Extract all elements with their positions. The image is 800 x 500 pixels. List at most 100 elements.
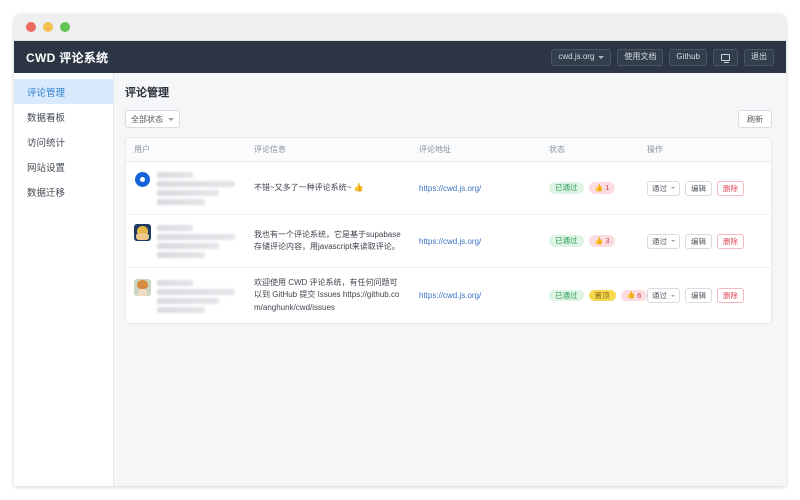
redacted-email — [157, 288, 235, 295]
sidebar-item-comments[interactable]: 评论管理 — [14, 79, 113, 104]
redacted-meta — [157, 297, 219, 304]
navbar-actions: cwd.js.org 使用文档 Github 退出 — [551, 48, 774, 66]
sidebar-item-dashboard[interactable]: 数据看板 — [27, 112, 66, 124]
redacted-meta — [157, 190, 219, 196]
site-select[interactable]: cwd.js.org — [551, 48, 612, 66]
redacted-ip — [157, 306, 205, 313]
cell-actions: 通过 编辑 删除 — [639, 214, 771, 268]
user-cell — [134, 171, 238, 205]
close-window-button[interactable] — [26, 22, 36, 32]
sidebar-item-site-settings[interactable]: 网站设置 — [27, 162, 66, 174]
cell-comment: 欢迎使用 CWD 评论系统，有任何问题可以到 GitHub 提交 Issues … — [246, 268, 411, 324]
thumbs-up-icon: 👍 — [594, 237, 604, 245]
minimize-window-button[interactable] — [43, 22, 53, 32]
github-button[interactable]: Github — [669, 48, 707, 66]
thumbs-up-icon: 👍 — [626, 292, 636, 300]
redacted-name — [157, 225, 193, 231]
approve-status-value: 通过 — [652, 183, 667, 193]
window-titlebar — [14, 14, 786, 41]
status-filter-select[interactable]: 全部状态 — [125, 110, 180, 128]
redacted-ip — [157, 252, 205, 258]
comment-text: 不错~又多了一种评论系统~ 👍 — [254, 182, 364, 192]
likes-count: 6 — [637, 290, 642, 300]
redacted-email — [157, 181, 235, 187]
redacted-email — [157, 234, 235, 240]
column-header-url: 评论地址 — [411, 138, 541, 162]
display-mode-button[interactable] — [713, 48, 738, 66]
redacted-ip — [157, 199, 205, 205]
app-navbar: CWD 评论系统 cwd.js.org 使用文档 Github 退出 — [14, 41, 786, 73]
cell-user — [126, 161, 246, 215]
status-filter-value: 全部状态 — [131, 114, 163, 124]
delete-button[interactable]: 删除 — [717, 233, 744, 249]
site-select-value: cwd.js.org — [558, 52, 595, 61]
cell-url: https://cwd.js.org/ — [411, 214, 541, 268]
avatar — [134, 171, 151, 188]
column-header-status: 状态 — [541, 138, 639, 162]
table-row: 我也有一个评论系统，它是基于supabase存储评论内容，用javascript… — [126, 214, 771, 268]
cell-user — [126, 268, 246, 324]
sidebar-item-visits[interactable]: 访问统计 — [27, 137, 66, 149]
status-cell: 已通过 👍 3 — [549, 235, 631, 247]
likes-badge: 👍 3 — [588, 235, 616, 247]
comments-table: 用户 评论信息 评论地址 状态 操作 — [126, 138, 771, 323]
status-badge: 已通过 — [549, 235, 584, 247]
approve-status-select[interactable]: 通过 — [647, 180, 680, 196]
edit-button[interactable]: 编辑 — [685, 233, 712, 249]
approve-status-value: 通过 — [652, 291, 667, 301]
cell-url: https://cwd.js.org/ — [411, 161, 541, 215]
table-body: 不错~又多了一种评论系统~ 👍 https://cwd.js.org/ 已通过 — [126, 161, 771, 324]
cell-status: 已通过 👍 3 — [541, 214, 639, 268]
monitor-icon — [721, 53, 730, 63]
refresh-button[interactable]: 刷新 — [738, 110, 772, 128]
delete-button[interactable]: 删除 — [717, 288, 744, 304]
column-header-user: 用户 — [126, 138, 246, 162]
cell-status: 已通过 👍 1 — [541, 161, 639, 215]
chevron-down-icon — [598, 55, 605, 59]
chevron-down-icon — [671, 294, 675, 297]
user-cell — [134, 224, 238, 258]
approve-status-select[interactable]: 通过 — [647, 233, 680, 249]
table-header-row: 用户 评论信息 评论地址 状态 操作 — [126, 138, 771, 162]
app-window: CWD 评论系统 cwd.js.org 使用文档 Github 退出 评论管理 … — [14, 14, 786, 486]
delete-button[interactable]: 删除 — [717, 180, 744, 196]
actions-cell: 通过 编辑 删除 — [647, 180, 763, 196]
pinned-badge: 置顶 — [588, 289, 616, 302]
redacted-meta — [157, 243, 219, 249]
likes-count: 1 — [605, 183, 610, 193]
comment-url-link[interactable]: https://cwd.js.org/ — [419, 183, 482, 193]
logout-button[interactable]: 退出 — [744, 48, 774, 66]
cell-actions: 通过 编辑 删除 — [639, 161, 771, 215]
docs-button[interactable]: 使用文档 — [617, 48, 664, 66]
actions-cell: 通过 编辑 删除 — [647, 288, 763, 304]
cell-url: https://cwd.js.org/ — [411, 268, 541, 324]
comment-url-link[interactable]: https://cwd.js.org/ — [419, 291, 482, 301]
likes-badge: 👍 6 — [620, 289, 648, 302]
cell-user — [126, 214, 246, 268]
status-badge: 已通过 — [549, 182, 584, 194]
status-cell: 已通过 👍 1 — [549, 182, 631, 194]
redacted-name — [157, 279, 193, 286]
status-cell: 已通过 置顶 👍 6 — [549, 289, 648, 302]
comments-table-card: 用户 评论信息 评论地址 状态 操作 — [125, 137, 772, 325]
cell-status: 已通过 置顶 👍 6 — [541, 268, 648, 324]
edit-button[interactable]: 编辑 — [685, 180, 712, 196]
thumbs-up-icon: 👍 — [594, 184, 604, 192]
user-cell — [134, 278, 238, 313]
app-body: 评论管理 数据看板 访问统计 网站设置 数据迁移 评论管理 全部状态 刷新 — [14, 73, 786, 486]
comment-url-link[interactable]: https://cwd.js.org/ — [419, 236, 482, 246]
table-row: 欢迎使用 CWD 评论系统，有任何问题可以到 GitHub 提交 Issues … — [126, 268, 771, 324]
comment-text: 我也有一个评论系统，它是基于supabase存储评论内容，用javascript… — [254, 229, 401, 251]
maximize-window-button[interactable] — [60, 22, 70, 32]
approve-status-select[interactable]: 通过 — [647, 288, 680, 304]
comment-text: 欢迎使用 CWD 评论系统，有任何问题可以到 GitHub 提交 Issues … — [254, 278, 400, 312]
redacted-name — [157, 172, 193, 178]
app-brand: CWD 评论系统 — [26, 50, 109, 65]
edit-button[interactable]: 编辑 — [685, 288, 712, 304]
actions-cell: 通过 编辑 删除 — [647, 233, 763, 249]
sidebar-item-data-migration[interactable]: 数据迁移 — [27, 187, 66, 199]
cell-comment: 我也有一个评论系统，它是基于supabase存储评论内容，用javascript… — [246, 214, 411, 268]
table-row: 不错~又多了一种评论系统~ 👍 https://cwd.js.org/ 已通过 — [126, 161, 771, 215]
chevron-down-icon — [671, 240, 675, 242]
